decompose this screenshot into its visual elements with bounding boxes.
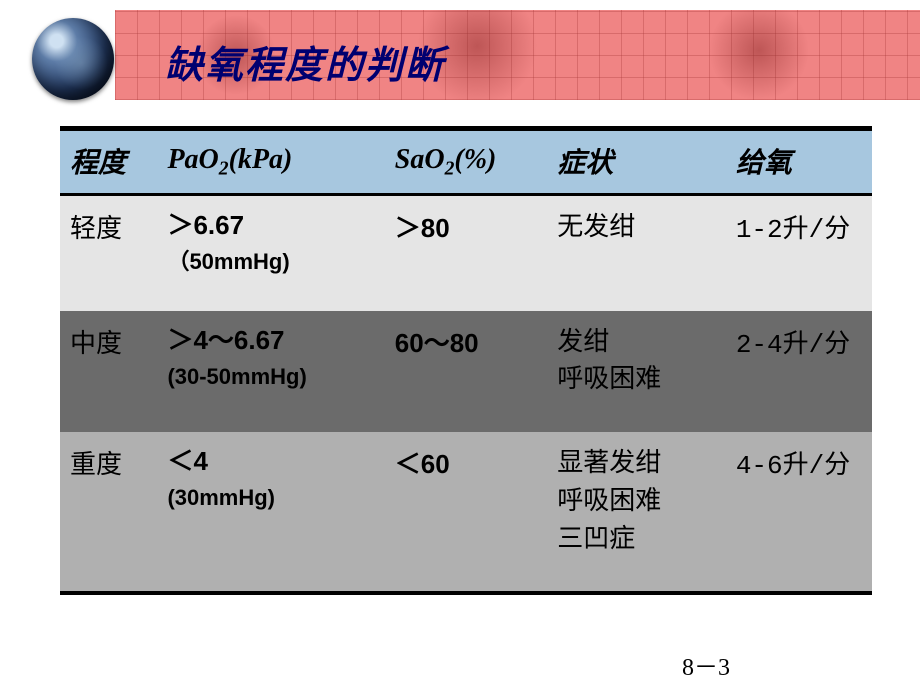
sao2-suffix: (%) xyxy=(454,144,496,175)
sao2-sub: 2 xyxy=(445,159,455,180)
table-row-severe: 重度 ＜4 (30mmHg) ＜60 显著发绀呼吸困难三凹症 4-6升/分 xyxy=(60,432,872,593)
col-header-pao2: PaO2(kPa) xyxy=(157,129,384,195)
globe-icon xyxy=(32,18,114,100)
pao2-main: ＞6.67 xyxy=(167,210,244,240)
hypoxia-table-container: 程度 PaO2(kPa) SaO2(%) 症状 给氧 轻度 ＞6.67 （50m… xyxy=(60,126,872,595)
cell-oxygen: 2-4升/分 xyxy=(726,311,872,432)
pao2-paren: （50mmHg) xyxy=(167,247,374,277)
pao2-main: ＜4 xyxy=(167,446,207,476)
table-header-row: 程度 PaO2(kPa) SaO2(%) 症状 给氧 xyxy=(60,129,872,195)
pao2-suffix: (kPa) xyxy=(229,144,293,175)
cell-symptoms: 显著发绀呼吸困难三凹症 xyxy=(547,432,726,593)
table-row-moderate: 中度 ＞4～6.67 (30-50mmHg) 60～80 发绀呼吸困难 2-4升… xyxy=(60,311,872,432)
pao2-prefix: PaO xyxy=(167,144,218,175)
cell-sao2: 60～80 xyxy=(385,311,547,432)
cell-oxygen: 1-2升/分 xyxy=(726,195,872,311)
col-header-sao2: SaO2(%) xyxy=(385,129,547,195)
cell-degree: 轻度 xyxy=(60,195,157,311)
col-header-oxygen: 给氧 xyxy=(726,129,872,195)
cell-degree: 中度 xyxy=(60,311,157,432)
cell-sao2: ＜60 xyxy=(385,432,547,593)
hypoxia-severity-table: 程度 PaO2(kPa) SaO2(%) 症状 给氧 轻度 ＞6.67 （50m… xyxy=(60,126,872,595)
table-row-mild: 轻度 ＞6.67 （50mmHg) ＞80 无发绀 1-2升/分 xyxy=(60,195,872,311)
sao2-prefix: SaO xyxy=(395,144,445,175)
pao2-sub: 2 xyxy=(219,159,229,180)
slide-title: 缺氧程度的判断 xyxy=(165,34,445,89)
cell-symptoms: 无发绀 xyxy=(547,195,726,311)
col-header-symptoms: 症状 xyxy=(547,129,726,195)
cell-symptoms: 发绀呼吸困难 xyxy=(547,311,726,432)
pao2-main: ＞4～6.67 xyxy=(167,325,284,355)
cell-pao2: ＞4～6.67 (30-50mmHg) xyxy=(157,311,384,432)
cell-pao2: ＞6.67 （50mmHg) xyxy=(157,195,384,311)
pao2-paren: (30-50mmHg) xyxy=(167,362,374,392)
cell-degree: 重度 xyxy=(60,432,157,593)
cell-oxygen: 4-6升/分 xyxy=(726,432,872,593)
cell-pao2: ＜4 (30mmHg) xyxy=(157,432,384,593)
pao2-paren: (30mmHg) xyxy=(167,483,374,513)
header-band: 缺氧程度的判断 xyxy=(0,10,920,110)
col-header-degree: 程度 xyxy=(60,129,157,195)
page-number: 8－3 xyxy=(682,647,730,682)
cell-sao2: ＞80 xyxy=(385,195,547,311)
